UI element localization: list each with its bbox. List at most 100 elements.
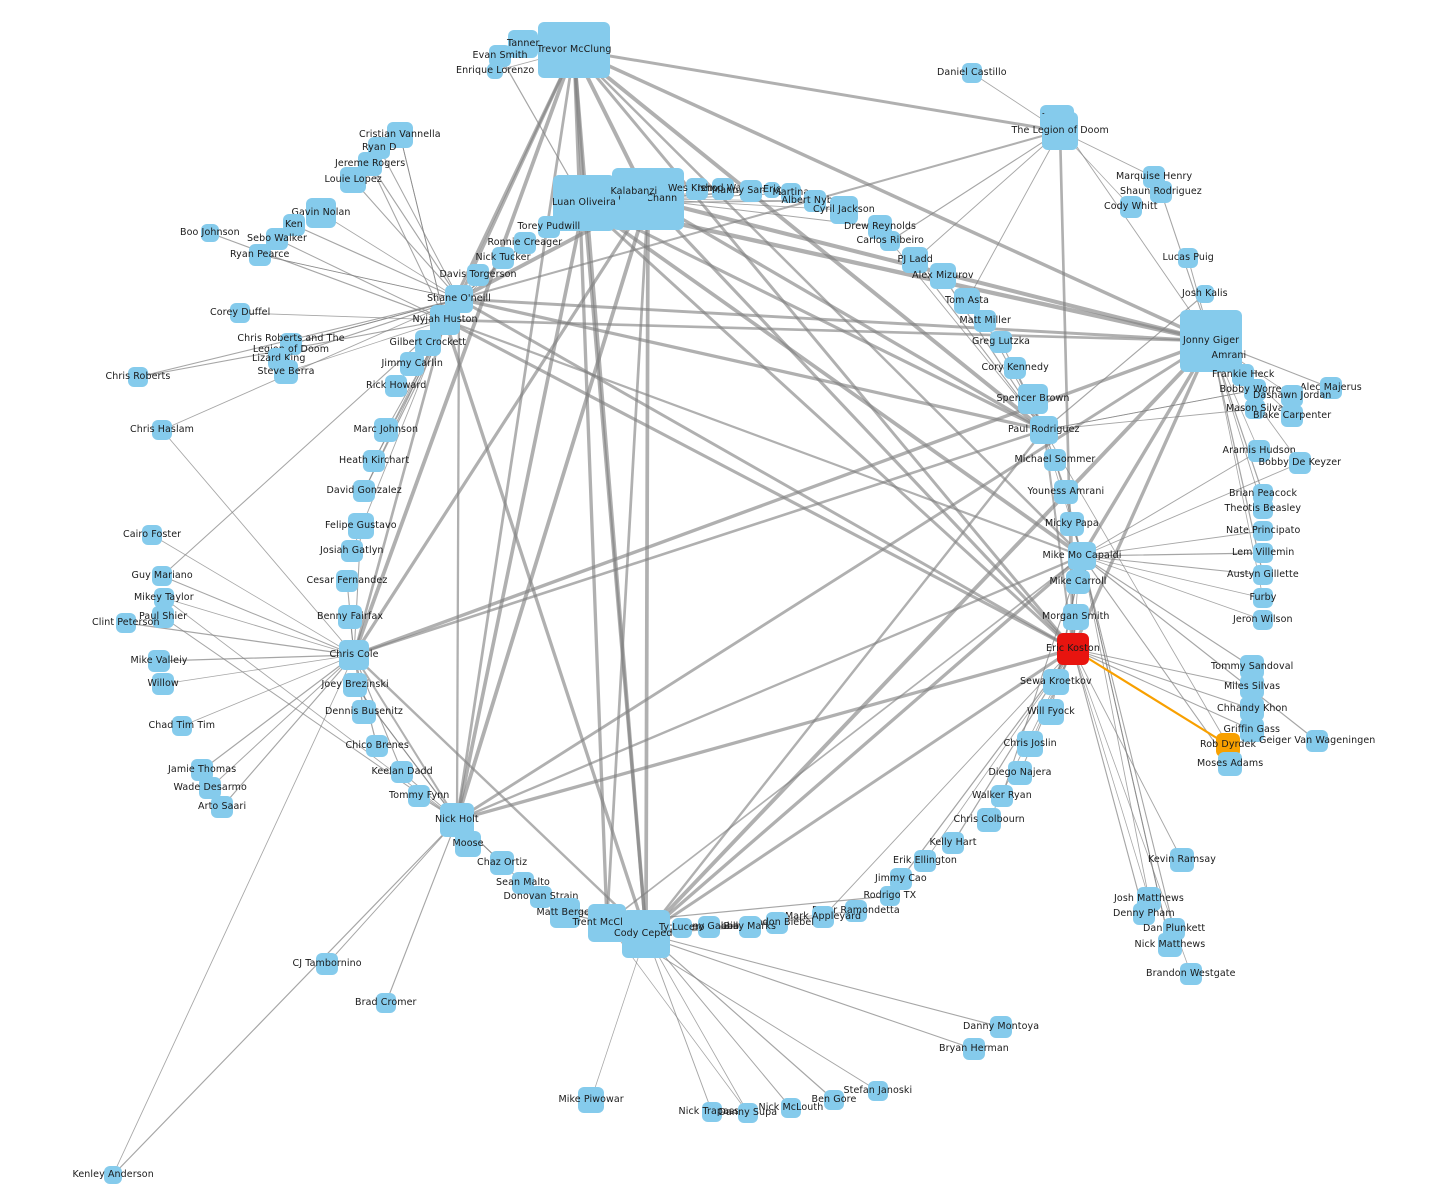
graph-node-mike-piwowar[interactable] (578, 1087, 604, 1113)
graph-node-nick-trapasso[interactable] (702, 1102, 722, 1122)
graph-node-the-legion-of-doom[interactable] (1042, 112, 1078, 150)
graph-node-chris-roberts[interactable] (128, 367, 148, 387)
graph-node-enrique-lorenzo[interactable] (487, 63, 503, 79)
graph-node-eric[interactable] (764, 182, 780, 198)
graph-node-ben-gore[interactable] (824, 1090, 844, 1110)
graph-node-mark-appleyard[interactable] (812, 906, 834, 928)
graph-node-shaun-rodriguez[interactable] (1150, 181, 1172, 203)
graph-node-spencer-brown[interactable] (1018, 384, 1048, 414)
graph-node-kalabanzi[interactable] (620, 178, 648, 206)
graph-node-brad-cromer[interactable] (376, 993, 396, 1013)
graph-node-will-fyock[interactable] (1038, 699, 1064, 725)
graph-node-ryan-pearce[interactable] (249, 244, 271, 266)
graph-node-jimmy-carlin[interactable] (400, 352, 424, 376)
graph-node-lucas-puig[interactable] (1178, 248, 1198, 268)
graph-node-pj-ladd[interactable] (902, 247, 928, 273)
graph-node-dennis-busenitz[interactable] (352, 700, 376, 724)
graph-node-denny-pham[interactable] (1133, 903, 1155, 925)
graph-node-manny-santiago[interactable] (740, 180, 762, 202)
graph-node-marc-johnson[interactable] (374, 418, 398, 442)
graph-node-torey-pudwill[interactable] (538, 216, 560, 238)
graph-node-moose[interactable] (455, 831, 481, 857)
graph-node-alex-mizurov[interactable] (930, 263, 956, 289)
graph-node-nick-tucker[interactable] (492, 247, 514, 269)
graph-node-boo-johnson[interactable] (201, 224, 219, 242)
graph-node-guy-mariano[interactable] (152, 566, 172, 586)
graph-node-gilbert-crockett[interactable] (415, 330, 441, 356)
graph-node-chaz-ortiz[interactable] (490, 851, 514, 875)
graph-node-corey-duffel[interactable] (230, 303, 250, 323)
graph-node-billy-marks[interactable] (739, 916, 761, 938)
graph-node-jamie-thomas[interactable] (191, 759, 213, 781)
graph-node-chhandy-khon[interactable] (1240, 697, 1264, 721)
graph-node-benny-fairfax[interactable] (338, 605, 362, 629)
graph-node-griffin-gass[interactable] (1240, 718, 1264, 742)
graph-node-albert-nyberg[interactable] (804, 190, 826, 212)
graph-node-louie-lopez[interactable] (340, 167, 366, 193)
graph-node-geiger-van-wageningen[interactable] (1306, 730, 1328, 752)
graph-node-matt-berger[interactable] (550, 898, 580, 928)
graph-node-danny-montoya[interactable] (990, 1016, 1012, 1038)
graph-node-ken[interactable] (283, 214, 305, 236)
graph-node-steve-berra[interactable] (274, 360, 298, 384)
graph-node-paul-rodriguez[interactable] (1030, 416, 1058, 444)
graph-node-michael-sommer[interactable] (1044, 449, 1066, 471)
graph-node-gavin-nolan[interactable] (306, 198, 336, 228)
graph-node-joey-brezinski[interactable] (343, 673, 367, 697)
graph-node-trent-mcclung[interactable] (588, 904, 626, 942)
graph-node-chris-colbourn[interactable] (977, 808, 1001, 832)
graph-node-tommy-fynn[interactable] (408, 785, 430, 807)
graph-node-martina[interactable] (781, 183, 801, 203)
graph-node-cory-kennedy[interactable] (1004, 357, 1026, 379)
graph-node-amrani[interactable] (1218, 345, 1240, 367)
graph-node-brandon-biebel[interactable] (766, 912, 788, 934)
graph-node-chad-tim-tim[interactable] (172, 716, 192, 736)
graph-node-chris-joslin[interactable] (1017, 731, 1043, 757)
graph-node-austyn-gillette[interactable] (1253, 565, 1273, 585)
graph-node-davis-torgerson[interactable] (467, 264, 489, 286)
graph-node-willow[interactable] (152, 673, 174, 695)
graph-node-ishod-wair[interactable] (712, 178, 734, 200)
graph-node-cody-whitt[interactable] (1120, 196, 1142, 218)
graph-node-bobby-de-keyzer[interactable] (1289, 452, 1311, 474)
graph-node-moses-adams[interactable] (1218, 752, 1242, 776)
graph-node-tanner[interactable] (508, 30, 538, 58)
graph-node-kelly-hart[interactable] (942, 832, 964, 854)
graph-node-evan-smith[interactable] (489, 45, 511, 67)
graph-node-david-gonzalez[interactable] (353, 480, 375, 502)
graph-node-paul-shier[interactable] (152, 606, 174, 628)
graph-node-aramis-hudson[interactable] (1248, 440, 1270, 462)
graph-node-daniel-castillo[interactable] (962, 63, 982, 83)
graph-node-stefan-janoski[interactable] (868, 1081, 888, 1101)
graph-node-jeron-wilson[interactable] (1253, 610, 1273, 630)
graph-node-rodrigo-tx[interactable] (880, 886, 900, 906)
graph-node-nate-principato[interactable] (1253, 521, 1273, 541)
graph-node-luan-oliveira[interactable] (553, 175, 615, 231)
graph-node-rick-howard[interactable] (385, 375, 407, 397)
graph-node-chico-brenes[interactable] (366, 735, 388, 757)
graph-node-micky-papa[interactable] (1060, 512, 1084, 536)
graph-node-bryan-herman[interactable] (963, 1038, 985, 1060)
graph-node-danny-gabbay[interactable] (698, 916, 720, 938)
graph-node-clint-peterson[interactable] (116, 613, 136, 633)
graph-node-wes-kremer[interactable] (686, 178, 708, 200)
graph-node-mason-silva[interactable] (1245, 399, 1265, 419)
graph-node-cairo-foster[interactable] (142, 525, 162, 545)
graph-node-eric-koston[interactable] (1057, 633, 1089, 665)
graph-node-ronnie-creager[interactable] (514, 232, 536, 254)
graph-node-peter-ramondetta[interactable] (845, 900, 867, 922)
graph-node-nick-matthews[interactable] (1158, 933, 1182, 957)
graph-node-cody-cepeda[interactable] (622, 910, 670, 958)
graph-node-mikey-taylor[interactable] (154, 588, 174, 608)
graph-node-ty-lucero[interactable] (672, 918, 692, 938)
graph-node-erik-ellington[interactable] (914, 850, 936, 872)
graph-node-arto-saari[interactable] (211, 796, 233, 818)
graph-node-lem-villemin[interactable] (1253, 543, 1273, 563)
graph-node-nick-mclouth[interactable] (781, 1098, 801, 1118)
graph-node-wade-desarmo[interactable] (199, 777, 221, 799)
graph-node-kevin-ramsay[interactable] (1170, 848, 1194, 872)
graph-node-alec-majerus[interactable] (1320, 377, 1342, 399)
graph-node-youness-amrani[interactable] (1054, 480, 1078, 504)
graph-node-matt-miller[interactable] (974, 310, 996, 332)
